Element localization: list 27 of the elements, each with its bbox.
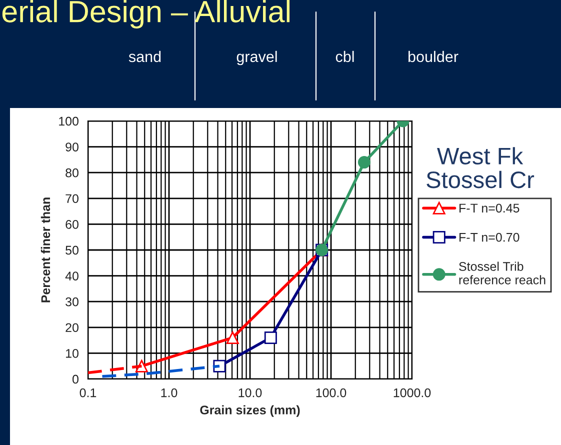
y-tick-label: 70 bbox=[66, 194, 78, 204]
x-axis-title: Grain sizes (mm) bbox=[200, 405, 300, 417]
y-tick-label: 50 bbox=[66, 246, 78, 255]
legend-label: F-T n=0.70 bbox=[460, 232, 520, 242]
text: sand bbox=[128, 50, 161, 62]
y-tick-label: 30 bbox=[66, 297, 78, 306]
legend-label: F-T n=0.45 bbox=[460, 204, 520, 213]
x-tick-label: 10.0 bbox=[238, 388, 262, 398]
text: gravel bbox=[236, 50, 277, 66]
y-tick-label: 40 bbox=[65, 272, 78, 280]
text: cbl bbox=[336, 50, 354, 62]
y-tick-label: 90 bbox=[66, 142, 78, 152]
y-axis-title: Percent finer than bbox=[40, 198, 50, 302]
chart-title: erial Design – Alluvial bbox=[2, 0, 290, 28]
text: boulder bbox=[408, 50, 458, 62]
y-tick-label: 100 bbox=[59, 116, 78, 126]
x-tick-label: 100.0 bbox=[316, 388, 346, 398]
y-tick-label: 80 bbox=[66, 168, 78, 178]
y-tick-label: 20 bbox=[66, 323, 78, 332]
legend-label: Stossel Trib reference reach bbox=[459, 262, 546, 284]
x-tick-label: 0.1 bbox=[80, 388, 96, 398]
x-tick-label: 1000.0 bbox=[394, 388, 431, 398]
y-tick-label: 0 bbox=[72, 374, 78, 384]
x-tick-label: 1.0 bbox=[161, 388, 178, 398]
y-tick-label: 60 bbox=[66, 220, 78, 229]
text: West Fk Stossel Cr bbox=[426, 147, 534, 188]
y-tick-label: 10 bbox=[66, 349, 78, 358]
